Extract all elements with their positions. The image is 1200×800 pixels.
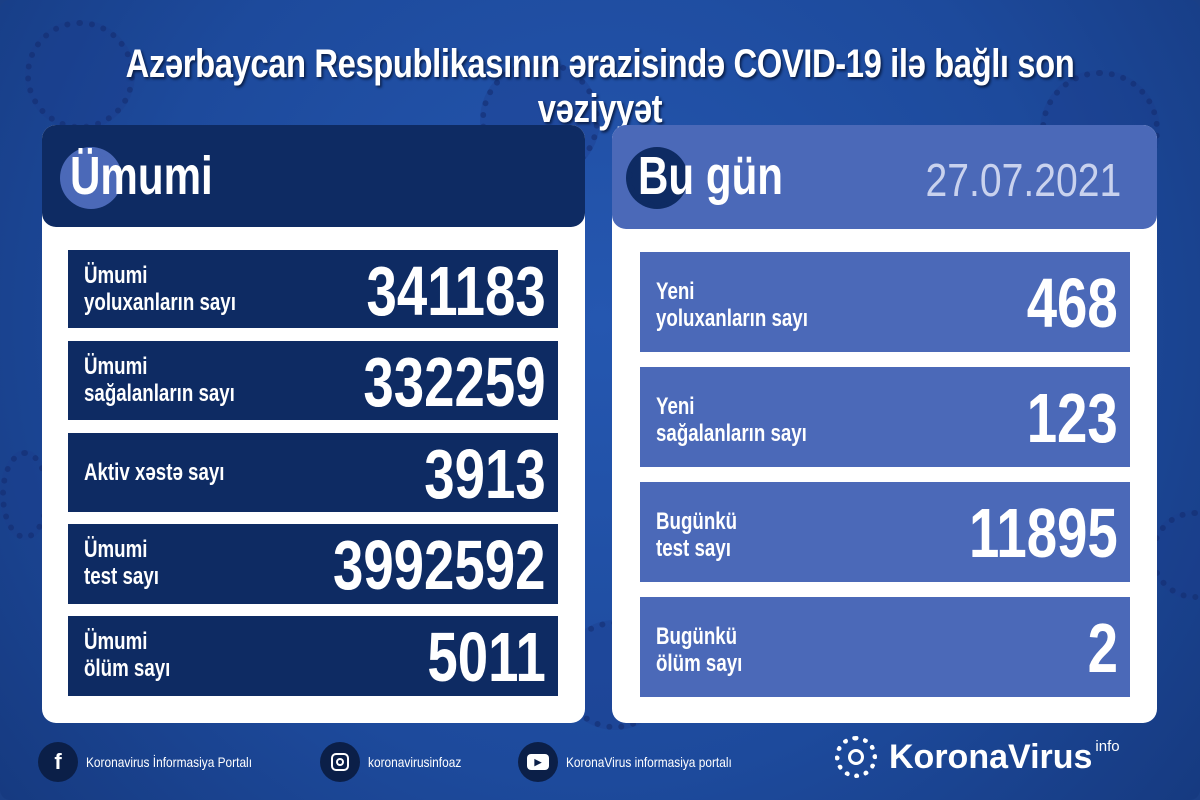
koronavirus-logo: KoronaVirus info [835,736,1120,778]
overall-header: Ümumi [42,125,585,227]
stat-row-today-deaths: Bugünkü ölüm sayı 2 [640,597,1130,697]
stat-label: Bugünkü test sayı [656,508,738,562]
today-heading: Bu gün [638,146,784,206]
stat-value: 341183 [366,252,546,330]
stat-row-total-deaths: Ümumi ölüm sayı 5011 [68,616,558,696]
stat-row-total-infected: Ümumi yoluxanların sayı 341183 [68,250,558,328]
youtube-icon: ▶ [518,742,558,782]
facebook-icon: f [38,742,78,782]
stat-value: 468 [1026,264,1118,342]
virus-icon [60,147,122,209]
stat-value: 3913 [424,435,546,513]
stat-label: Ümumi sağalanların sayı [84,353,235,407]
stat-value: 123 [1026,379,1118,457]
stat-label: Bugünkü ölüm sayı [656,623,743,677]
sun-logo-icon [835,736,877,778]
instagram-label: koronavirusinfoaz [368,754,462,770]
stat-value: 332259 [363,343,546,421]
stat-label: Ümumi ölüm sayı [84,628,171,682]
today-header: Bu gün 27.07.2021 [612,125,1157,229]
stat-label: Ümumi test sayı [84,536,159,590]
stat-row-new-infected: Yeni yoluxanların sayı 468 [640,252,1130,352]
stat-label: Aktiv xəstə sayı [84,459,225,486]
page-title: Azərbaycan Respublikasının ərazisində CO… [0,42,1200,132]
instagram-link[interactable]: koronavirusinfoaz [320,740,478,784]
youtube-link[interactable]: ▶ KoronaVirus informasiya portalı [518,740,761,784]
stat-row-today-tests: Bugünkü test sayı 11895 [640,482,1130,582]
stat-value: 3992592 [333,526,546,604]
facebook-link[interactable]: f Koronavirus İnformasiya Portalı [38,740,281,784]
instagram-icon [320,742,360,782]
overall-heading: Ümumi [70,146,213,206]
brand-name: KoronaVirus [889,737,1093,776]
youtube-label: KoronaVirus informasiya portalı [566,754,732,770]
stat-value: 5011 [427,618,546,696]
stat-row-total-tests: Ümumi test sayı 3992592 [68,524,558,604]
virus-decoration-icon [25,20,135,130]
stat-value: 11895 [969,494,1118,572]
page-title-text: Azərbaycan Respublikasının ərazisində CO… [125,42,1075,131]
stat-row-active-cases: Aktiv xəstə sayı 3913 [68,433,558,512]
today-date: 27.07.2021 [925,154,1121,206]
stat-value: 2 [1087,609,1118,687]
stat-label: Ümumi yoluxanların sayı [84,262,236,316]
brand-sup: info [1095,738,1120,755]
stat-label: Yeni yoluxanların sayı [656,278,808,332]
stat-label: Yeni sağalanların sayı [656,393,807,447]
stat-row-new-recovered: Yeni sağalanların sayı 123 [640,367,1130,467]
facebook-label: Koronavirus İnformasiya Portalı [86,754,253,770]
virus-icon [626,147,688,209]
stat-row-total-recovered: Ümumi sağalanların sayı 332259 [68,341,558,420]
